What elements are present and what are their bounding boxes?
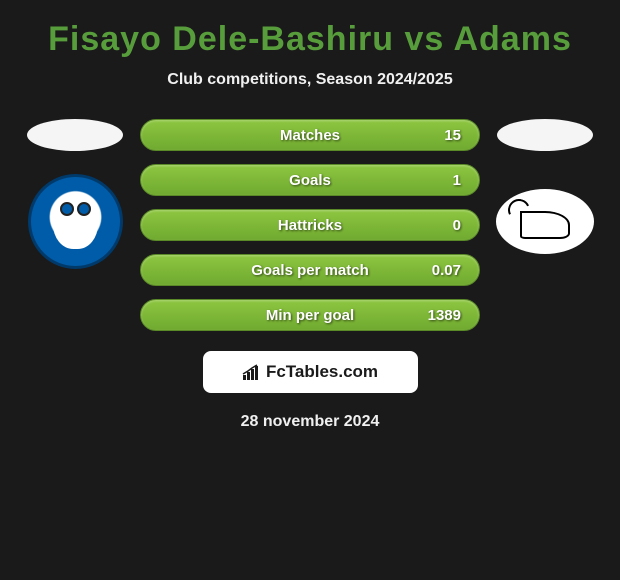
content-row: Matches 15 Goals 1 Hattricks 0 Goals per… [10, 119, 610, 331]
vs-text: vs [404, 20, 444, 58]
stat-label: Goals [289, 172, 331, 189]
chart-icon [242, 363, 262, 381]
player1-name: Fisayo Dele-Bashiru [48, 20, 394, 58]
comparison-container: Fisayo Dele-Bashiru vs Adams Club compet… [0, 0, 620, 451]
page-title: Fisayo Dele-Bashiru vs Adams [10, 20, 610, 59]
subtitle: Club competitions, Season 2024/2025 [10, 71, 610, 89]
team1-logo [26, 176, 124, 266]
stat-right-value: 15 [444, 127, 461, 144]
stat-label: Matches [280, 127, 340, 144]
team2-placeholder-icon [497, 119, 593, 151]
branding-box[interactable]: FcTables.com [203, 351, 418, 393]
date-text: 28 november 2024 [10, 413, 610, 431]
stat-label: Min per goal [266, 307, 354, 324]
owl-icon [28, 174, 123, 269]
ram-icon [496, 189, 594, 254]
stat-bar-hattricks: Hattricks 0 [140, 209, 480, 241]
stats-column: Matches 15 Goals 1 Hattricks 0 Goals per… [140, 119, 480, 331]
stat-right-value: 0 [453, 217, 461, 234]
branding-text: FcTables.com [266, 362, 378, 382]
stat-bar-goals: Goals 1 [140, 164, 480, 196]
stat-bar-min-per-goal: Min per goal 1389 [140, 299, 480, 331]
stat-right-value: 1 [453, 172, 461, 189]
player2-name: Adams [453, 20, 571, 58]
stat-bar-goals-per-match: Goals per match 0.07 [140, 254, 480, 286]
team2-column [495, 119, 595, 266]
team1-placeholder-icon [27, 119, 123, 151]
stat-label: Goals per match [251, 262, 369, 279]
stat-bar-matches: Matches 15 [140, 119, 480, 151]
stat-label: Hattricks [278, 217, 342, 234]
stat-right-value: 1389 [428, 307, 461, 324]
team1-column [25, 119, 125, 266]
team2-logo [496, 176, 594, 266]
stat-right-value: 0.07 [432, 262, 461, 279]
